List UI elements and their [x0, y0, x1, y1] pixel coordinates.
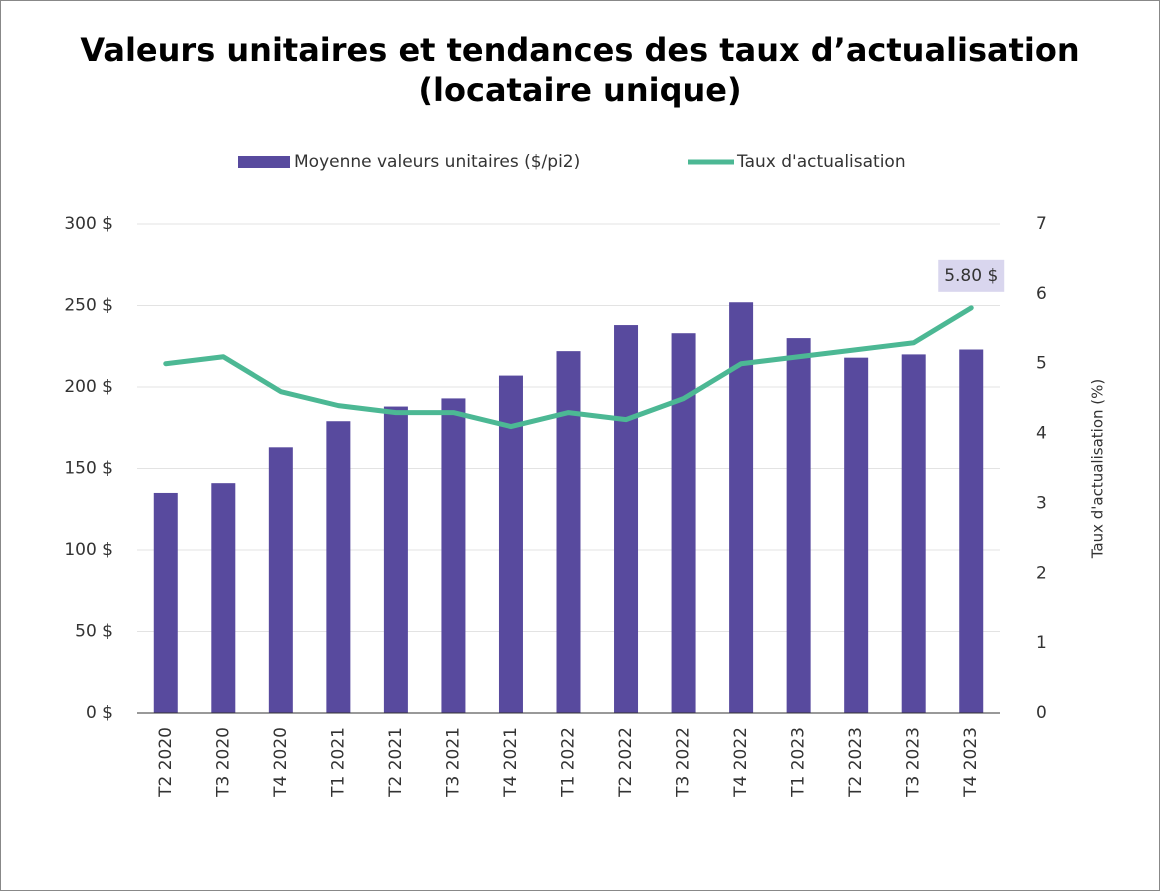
y2-tick-label: 5 [1036, 354, 1047, 374]
y2-tick-label: 3 [1036, 493, 1047, 513]
y2-tick-label: 7 [1036, 214, 1047, 234]
legend-swatch [238, 156, 290, 168]
x-tick-label: T3 2020 [213, 727, 233, 798]
line [163, 305, 974, 430]
y-tick-label: 150 $ [64, 459, 113, 479]
x-tick-label: T3 2022 [674, 727, 694, 798]
x-tick-label: T1 2022 [559, 727, 579, 798]
bar [614, 325, 639, 713]
bar [901, 354, 926, 713]
y2-tick-label: 4 [1036, 424, 1047, 444]
bar [959, 349, 984, 713]
bar [671, 333, 696, 713]
x-tick-label: T2 2020 [156, 727, 176, 798]
x-tick-label: T4 2023 [961, 727, 981, 798]
y2-tick-label: 2 [1036, 563, 1047, 583]
y-tick-label: 0 $ [86, 703, 113, 723]
x-tick-label: T1 2021 [328, 727, 348, 798]
x-tick-label: T4 2021 [501, 727, 521, 798]
legend-label: Moyenne valeurs unitaires ($/pi2) [294, 152, 580, 172]
chart-title: Valeurs unitaires et tendances des taux … [80, 31, 1080, 109]
y-tick-label: 200 $ [64, 377, 113, 397]
legend-label: Taux d'actualisation [736, 152, 906, 172]
y-tick-label: 250 $ [64, 296, 113, 316]
bar [268, 447, 293, 713]
x-tick-label: T4 2022 [731, 727, 751, 798]
bar [153, 492, 178, 713]
y-tick-label: 100 $ [64, 540, 113, 560]
x-tick-label: T3 2023 [904, 727, 924, 798]
data-label: 5.80 $ [944, 266, 998, 286]
bar [844, 357, 869, 713]
x-tick-label: T2 2021 [386, 727, 406, 798]
y-tick-label: 300 $ [64, 214, 113, 234]
y2-tick-label: 6 [1036, 284, 1047, 304]
bar [441, 398, 466, 713]
x-tick-label: T2 2023 [846, 727, 866, 798]
y2-axis-label: Taux d'actualisation (%) [1089, 379, 1107, 560]
x-tick-label: T4 2020 [271, 727, 291, 798]
bar [556, 351, 581, 713]
bar [786, 338, 811, 713]
x-tick-label: T1 2023 [789, 727, 809, 798]
x-tick-label: T2 2022 [616, 727, 636, 798]
y-tick-label: 50 $ [75, 622, 113, 642]
y2-tick-label: 1 [1036, 633, 1047, 653]
bar [383, 406, 408, 713]
bar [498, 375, 523, 713]
y2-tick-label: 0 [1036, 703, 1047, 723]
bar [326, 421, 351, 713]
bar [211, 483, 236, 713]
x-tick-label: T3 2021 [443, 727, 463, 798]
data-label-box [938, 259, 1005, 292]
